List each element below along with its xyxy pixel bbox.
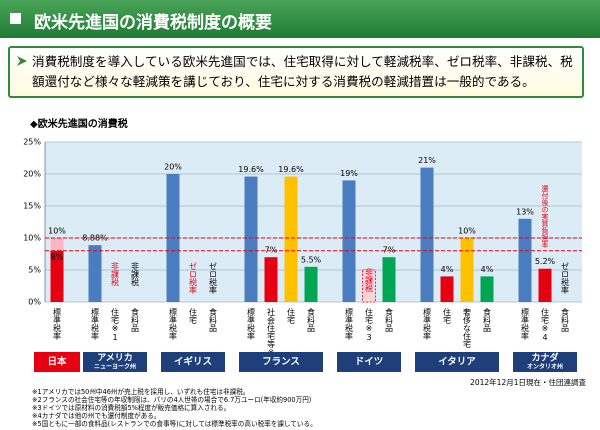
y-tick-label: 10% bbox=[23, 234, 41, 243]
value-label: 8% bbox=[51, 252, 64, 261]
value-label: 19% bbox=[340, 169, 358, 178]
x-tick-label: 標準税率 bbox=[345, 307, 354, 341]
x-tick-label: 標準税率 bbox=[423, 307, 432, 341]
x-tick-label: 標準税率 bbox=[521, 307, 530, 341]
x-tick-label: 社会住宅等※2 bbox=[267, 307, 276, 366]
y-tick-label: 15% bbox=[23, 202, 41, 211]
bar bbox=[88, 245, 102, 302]
country-box bbox=[34, 352, 80, 372]
y-tick-label: 20% bbox=[23, 170, 41, 179]
note: ゼロ税率 bbox=[561, 262, 570, 295]
value-label: 19.6% bbox=[278, 165, 304, 174]
x-tick-label: 住宅 bbox=[443, 307, 452, 324]
country-label: イタリア bbox=[438, 356, 476, 368]
x-tick-label: 住宅※4 bbox=[541, 307, 550, 342]
x-tick-label: 食料品 bbox=[385, 307, 394, 333]
bar bbox=[362, 269, 376, 303]
footnote: ※1アメリカでは50州中46州が売上税を採用し、いずれも住宅は非課税。 bbox=[32, 388, 250, 396]
header: 欧米先進国の消費税制度の概要 bbox=[0, 0, 600, 38]
note: 非課税 bbox=[365, 267, 374, 293]
bar bbox=[342, 180, 356, 302]
bar bbox=[538, 268, 552, 302]
x-tick-label: 住宅※3 bbox=[365, 307, 374, 342]
y-tick-label: 0% bbox=[28, 298, 41, 307]
arrow-icon bbox=[17, 56, 27, 66]
x-tick-label: 標準税率 bbox=[91, 307, 100, 341]
value-label: 10% bbox=[458, 227, 476, 236]
note: 非課税 bbox=[131, 261, 140, 287]
country-box bbox=[161, 352, 225, 372]
bar bbox=[50, 250, 64, 302]
country-label: アメリカ bbox=[97, 353, 133, 364]
x-tick-label: 食料品 bbox=[307, 307, 316, 333]
bar bbox=[420, 167, 434, 302]
chart-subtitle: ◆欧米先進国の消費税 bbox=[30, 117, 128, 130]
footnote: ※4カナダでは他の州でも還付制度がある。 bbox=[32, 412, 161, 420]
bar bbox=[460, 238, 474, 302]
value-label: 4% bbox=[481, 265, 494, 274]
chart: ◆欧米先進国の消費税0%5%10%15%20%25%10%8%標準税率日本8.8… bbox=[23, 117, 582, 372]
value-label: 5.2% bbox=[535, 257, 556, 266]
country-label: ドイツ bbox=[355, 357, 384, 368]
value-label: 4% bbox=[441, 265, 454, 274]
title: 欧米先進国の消費税制度の概要 bbox=[34, 13, 272, 33]
value-label: 7% bbox=[383, 246, 396, 255]
summary: 消費税制度を導入している欧米先進国では、住宅取得に対して軽減税率、ゼロ税率、非課… bbox=[32, 54, 573, 89]
country-box bbox=[83, 352, 147, 372]
x-tick-label: 標準税率 bbox=[247, 307, 256, 341]
annotation: 還付後の実質負担率 bbox=[541, 184, 549, 249]
x-tick-label: 住宅※1 bbox=[111, 307, 120, 342]
bar bbox=[440, 276, 454, 302]
footnote: ※5国ともに一部の食料品(レストランでの食事等)に対しては標準税率の高い税率を課… bbox=[32, 420, 317, 428]
country-label: フランス bbox=[262, 357, 300, 368]
note: ゼロ税率 bbox=[189, 262, 198, 295]
value-label: 20% bbox=[164, 163, 182, 172]
country-box bbox=[239, 352, 323, 372]
country-box bbox=[415, 352, 499, 372]
note: ゼロ税率 bbox=[209, 262, 218, 295]
bar bbox=[480, 276, 494, 302]
x-tick-label: 住宅 bbox=[189, 307, 198, 324]
note: 非課税 bbox=[111, 261, 120, 287]
footnotes: ※1アメリカでは50州中46州が売上税を採用し、いずれも住宅は非課税。 ※2フラン… bbox=[32, 388, 317, 428]
bar bbox=[382, 257, 396, 302]
date-note: 2012年12月1日現在・住団連調査 bbox=[470, 378, 586, 387]
x-tick-label: 住宅 bbox=[287, 307, 296, 324]
footnote: ※3ドイツでは原材料の消費税額5%程度が販売価格に算入される。 bbox=[32, 404, 231, 412]
value-label: 5.5% bbox=[301, 255, 322, 264]
x-tick-label: 食料品 bbox=[131, 307, 140, 333]
x-tick-label: 食料品 bbox=[561, 307, 570, 333]
x-tick-label: 標準税率 bbox=[169, 307, 178, 341]
value-label: 10% bbox=[48, 227, 66, 236]
country-box bbox=[513, 352, 577, 372]
country-sublabel: ニューヨーク州 bbox=[94, 363, 136, 371]
x-tick-label: 食料品 bbox=[209, 307, 218, 333]
country-label: カナダ bbox=[531, 352, 558, 364]
x-tick-label: 食料品 bbox=[483, 307, 492, 333]
y-tick-label: 25% bbox=[23, 138, 41, 147]
bar bbox=[264, 257, 278, 302]
value-label: 7% bbox=[265, 246, 278, 255]
x-tick-label: 標準税率 bbox=[53, 307, 62, 341]
country-box bbox=[337, 352, 401, 372]
x-tick-label: 奢侈な住宅 bbox=[463, 307, 472, 348]
country-label: イギリス bbox=[174, 356, 212, 368]
footnote: ※2フランスの社会住宅等の年収制限は、パリの4人世帯の場合で6.7万ユーロ(年収… bbox=[32, 396, 312, 404]
country-label: 日本 bbox=[47, 356, 67, 368]
bar bbox=[284, 176, 298, 302]
bar bbox=[304, 266, 318, 302]
y-tick-label: 5% bbox=[28, 266, 41, 275]
value-label: 19.6% bbox=[238, 165, 264, 174]
header-icon bbox=[10, 13, 21, 24]
value-label: 21% bbox=[418, 156, 436, 165]
country-sublabel: オンタリオ州 bbox=[527, 363, 563, 371]
value-label: 13% bbox=[516, 207, 534, 216]
bar bbox=[244, 176, 258, 302]
summary-box: 消費税制度を導入している欧米先進国では、住宅取得に対して軽減税率、ゼロ税率、非課… bbox=[8, 46, 584, 98]
bar bbox=[518, 218, 532, 302]
